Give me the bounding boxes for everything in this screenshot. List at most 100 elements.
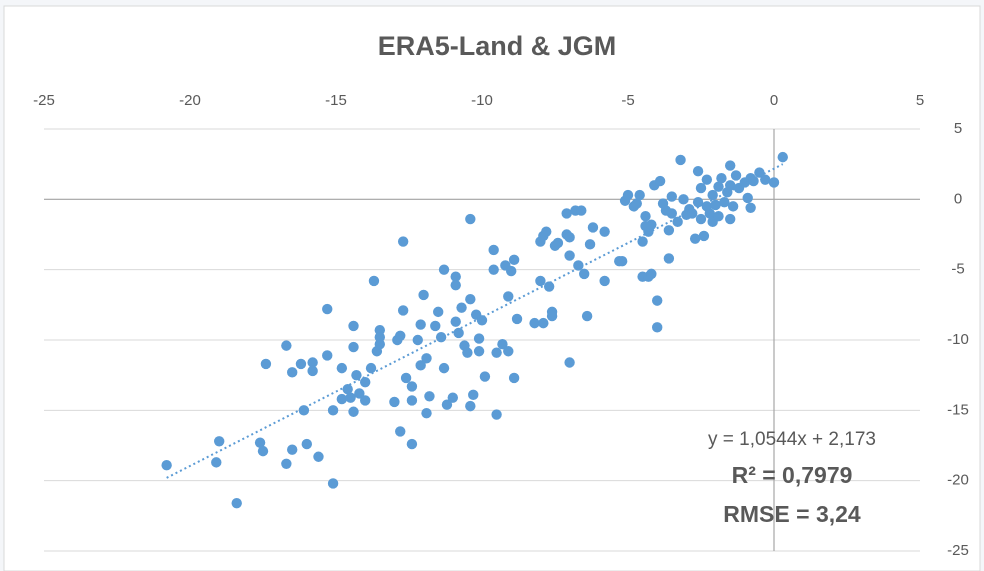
point bbox=[631, 198, 642, 209]
point bbox=[666, 191, 677, 202]
point bbox=[348, 320, 359, 332]
point bbox=[468, 389, 479, 401]
annotation: y = 1,0544x + 2,173 bbox=[708, 429, 876, 450]
point bbox=[430, 320, 441, 332]
point bbox=[438, 264, 450, 275]
point bbox=[564, 357, 575, 368]
point bbox=[564, 250, 575, 261]
point bbox=[488, 244, 499, 256]
point bbox=[453, 327, 464, 339]
point bbox=[287, 444, 298, 455]
x-tick-label: -10 bbox=[471, 92, 493, 109]
y-tick-label: 5 bbox=[954, 120, 962, 137]
point bbox=[654, 175, 666, 187]
point bbox=[412, 334, 423, 346]
point bbox=[599, 226, 610, 237]
point bbox=[640, 211, 651, 222]
point bbox=[748, 175, 759, 187]
point bbox=[529, 317, 540, 329]
point bbox=[348, 406, 359, 417]
point bbox=[450, 279, 461, 291]
point bbox=[260, 358, 272, 370]
point bbox=[698, 230, 710, 242]
point bbox=[421, 407, 432, 419]
point bbox=[351, 369, 362, 381]
point bbox=[687, 208, 698, 219]
point bbox=[336, 393, 348, 405]
point bbox=[710, 199, 721, 211]
point bbox=[666, 208, 677, 219]
point bbox=[462, 347, 473, 358]
x-tick-label: -25 bbox=[33, 92, 55, 109]
point bbox=[360, 377, 371, 388]
point bbox=[406, 381, 418, 392]
point bbox=[287, 367, 298, 378]
point bbox=[456, 302, 467, 313]
point bbox=[678, 194, 689, 205]
point bbox=[497, 339, 508, 350]
point bbox=[719, 196, 730, 208]
point bbox=[397, 236, 409, 247]
point bbox=[348, 341, 359, 353]
point bbox=[473, 346, 485, 357]
point bbox=[561, 208, 572, 219]
point bbox=[415, 319, 426, 330]
point bbox=[727, 201, 739, 212]
y-tick-label: 0 bbox=[954, 190, 962, 207]
point bbox=[491, 409, 502, 420]
point bbox=[754, 167, 765, 178]
point bbox=[725, 213, 736, 225]
point bbox=[663, 253, 675, 264]
point bbox=[395, 330, 406, 341]
point bbox=[450, 316, 461, 327]
point bbox=[675, 154, 686, 166]
point bbox=[695, 182, 707, 194]
point bbox=[672, 216, 683, 228]
point bbox=[465, 213, 476, 225]
point bbox=[777, 151, 788, 163]
x-tick-label: 5 bbox=[916, 92, 924, 109]
point bbox=[616, 256, 628, 267]
y-tick-label: -5 bbox=[951, 261, 964, 278]
point bbox=[307, 365, 318, 377]
point bbox=[716, 173, 727, 184]
point bbox=[701, 174, 713, 185]
point bbox=[281, 340, 292, 351]
point bbox=[576, 205, 587, 216]
point bbox=[479, 371, 491, 382]
point bbox=[406, 395, 418, 406]
point bbox=[313, 451, 324, 462]
point bbox=[713, 181, 724, 192]
point bbox=[415, 360, 426, 371]
point bbox=[663, 225, 675, 236]
point bbox=[652, 295, 663, 306]
point bbox=[587, 222, 599, 233]
point bbox=[307, 357, 318, 368]
point bbox=[508, 372, 520, 384]
point bbox=[406, 438, 418, 450]
y-tick-label: -10 bbox=[947, 331, 969, 348]
point bbox=[473, 333, 485, 344]
point bbox=[692, 196, 704, 208]
point bbox=[646, 268, 657, 280]
x-tick-label: -20 bbox=[179, 92, 201, 109]
point bbox=[397, 305, 409, 316]
point bbox=[725, 160, 736, 171]
annotation: R² = 0,7979 bbox=[732, 462, 853, 488]
point bbox=[298, 405, 310, 416]
point bbox=[742, 192, 753, 204]
point bbox=[254, 437, 266, 448]
point bbox=[646, 219, 657, 230]
point bbox=[552, 237, 564, 249]
x-tick-label: -15 bbox=[325, 92, 347, 109]
point bbox=[695, 213, 707, 225]
point bbox=[295, 358, 307, 370]
point bbox=[301, 438, 312, 450]
point bbox=[395, 426, 406, 437]
point bbox=[599, 275, 610, 287]
y-tick-label: -20 bbox=[947, 472, 969, 489]
point bbox=[508, 254, 520, 266]
point bbox=[360, 395, 371, 406]
point bbox=[447, 392, 458, 403]
